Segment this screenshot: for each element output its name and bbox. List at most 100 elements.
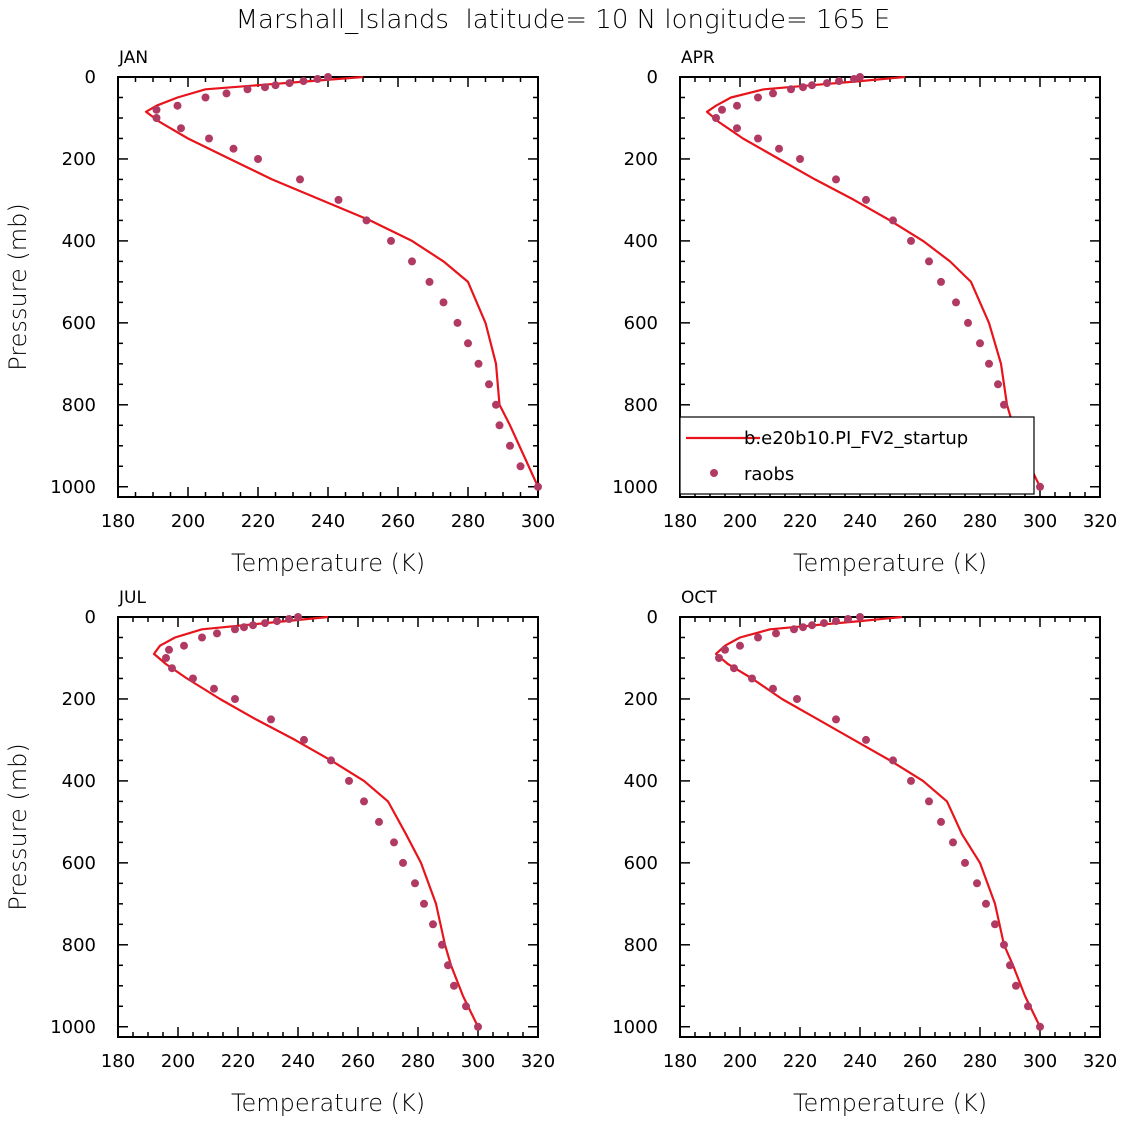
- raobs-point: [345, 776, 353, 785]
- raobs-point: [453, 318, 462, 327]
- x-tick-label: 280: [963, 1051, 997, 1072]
- raobs-point: [775, 144, 783, 153]
- raobs-point: [425, 277, 434, 286]
- raobs-point: [285, 615, 293, 623]
- raobs-point: [177, 124, 185, 133]
- y-tick-label: 800: [624, 935, 658, 956]
- raobs-point: [952, 298, 960, 307]
- x-tick-label: 220: [221, 1051, 255, 1072]
- raobs-point: [862, 195, 870, 204]
- x-tick-label: 240: [843, 511, 877, 532]
- y-tick-label: 600: [62, 313, 96, 334]
- raobs-point: [240, 623, 248, 632]
- x-tick-label: 180: [101, 1051, 135, 1072]
- raobs-point: [772, 629, 780, 638]
- raobs-point: [173, 101, 182, 110]
- raobs-point: [889, 216, 897, 225]
- y-tick-label: 600: [624, 313, 658, 334]
- raobs-point: [850, 75, 858, 83]
- raobs-point: [462, 1002, 470, 1011]
- raobs-point: [213, 629, 221, 638]
- raobs-point: [408, 257, 416, 266]
- raobs-point: [420, 899, 428, 908]
- x-tick-label: 220: [241, 511, 275, 532]
- raobs-point: [444, 961, 452, 970]
- model-profile-line: [705, 75, 1041, 488]
- raobs-point: [907, 776, 915, 785]
- x-tick-label: 240: [843, 1051, 877, 1072]
- y-tick-label: 600: [624, 853, 658, 874]
- raobs-point: [1036, 1022, 1044, 1031]
- y-tick-label: 1000: [50, 477, 96, 498]
- panels: JAN 180 200 220 240 260 280 300 0 200 400 600 800 100…: [4, 48, 1117, 1117]
- raobs-point: [334, 195, 343, 204]
- raobs-point: [925, 797, 933, 806]
- x-tick-label: 200: [161, 1051, 195, 1072]
- raobs-point: [961, 858, 969, 867]
- raobs-point: [796, 155, 804, 163]
- chart-panel-apr: APR 180 200 220 240 260 280 300 320 0 200 400 600 800…: [612, 48, 1117, 577]
- x-tick-label: 260: [381, 511, 415, 532]
- raobs-point: [152, 105, 161, 114]
- x-tick-label: 300: [1023, 511, 1057, 532]
- x-tick-label: 320: [1083, 1051, 1117, 1072]
- raobs-point: [832, 175, 840, 184]
- raobs-point: [506, 441, 514, 450]
- x-axis-label: Temperature (K): [231, 549, 425, 577]
- raobs-point: [733, 101, 741, 110]
- y-axis-label: Pressure (mb): [4, 203, 32, 370]
- raobs-point: [823, 79, 831, 88]
- raobs-point: [907, 236, 915, 245]
- y-tick-label: 800: [62, 395, 96, 416]
- x-tick-label: 200: [723, 1051, 757, 1072]
- raobs-point: [485, 380, 493, 389]
- plot-frame: [117, 616, 539, 1038]
- raobs-point: [808, 621, 816, 630]
- x-tick-label: 280: [963, 511, 997, 532]
- y-tick-label: 400: [624, 771, 658, 792]
- raobs-point: [862, 735, 870, 744]
- raobs-point: [754, 134, 762, 143]
- raobs-point: [808, 81, 816, 90]
- x-tick-label: 180: [663, 1051, 697, 1072]
- y-tick-label: 1000: [612, 1017, 658, 1038]
- raobs-point: [399, 858, 407, 867]
- x-axis-label: Temperature (K): [231, 1089, 425, 1117]
- y-tick-label: 400: [624, 231, 658, 252]
- legend-label-model: b.e20b10.PI_FV2_startup: [744, 428, 968, 449]
- raobs-point: [254, 155, 262, 163]
- x-tick-label: 200: [723, 511, 757, 532]
- raobs-point: [222, 89, 231, 98]
- raobs-point: [964, 318, 972, 327]
- raobs-point: [715, 654, 723, 662]
- raobs-point: [1000, 940, 1008, 949]
- raobs-point: [300, 735, 308, 744]
- raobs-point: [189, 674, 197, 683]
- raobs-point: [1024, 1002, 1032, 1011]
- raobs-point: [429, 920, 437, 929]
- raobs-point: [1000, 400, 1008, 409]
- raobs-point: [730, 664, 738, 673]
- raobs-point: [835, 77, 843, 86]
- y-tick-label: 1000: [612, 477, 658, 498]
- raobs-point: [313, 75, 322, 83]
- chart-panel-oct: OCT 180 200 220 240 260 280 300 320 0 200 400 600 800…: [612, 588, 1117, 1117]
- raobs-point: [201, 93, 210, 102]
- raobs-point: [832, 715, 840, 724]
- model-profile-line: [144, 75, 540, 488]
- raobs-point: [360, 797, 368, 806]
- raobs-point: [271, 81, 280, 90]
- raobs-point: [495, 421, 504, 430]
- y-tick-label: 800: [62, 935, 96, 956]
- raobs-point: [982, 899, 990, 908]
- raobs-point: [985, 359, 993, 368]
- raobs-point: [718, 105, 726, 114]
- panel-label: APR: [681, 48, 715, 68]
- raobs-point: [411, 879, 419, 888]
- x-tick-label: 320: [1083, 511, 1117, 532]
- legend-box: [679, 416, 1035, 495]
- y-tick-label: 200: [624, 149, 658, 170]
- raobs-point: [327, 756, 335, 765]
- y-axis-label: Pressure (mb): [4, 743, 32, 910]
- raobs-point: [387, 236, 395, 245]
